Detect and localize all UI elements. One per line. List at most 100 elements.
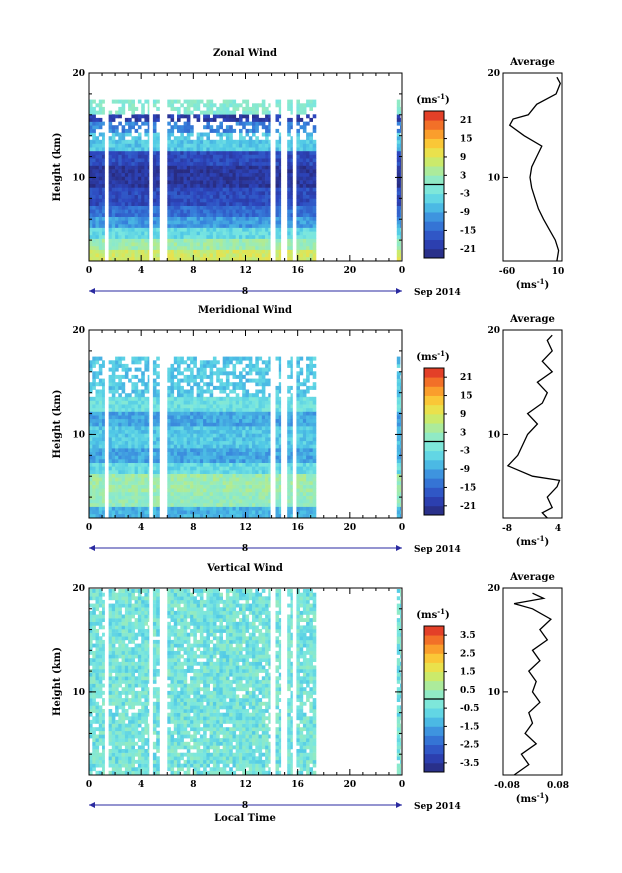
heatmap-cell xyxy=(112,165,116,169)
heatmap-cell xyxy=(187,507,191,511)
heatmap-cell xyxy=(242,151,246,155)
heatmap-cell xyxy=(259,488,263,492)
heatmap-cell xyxy=(279,213,281,217)
heatmap-cell xyxy=(229,253,233,257)
heatmap-cell xyxy=(233,397,237,401)
heatmap-cell xyxy=(125,217,129,221)
heatmap-cell xyxy=(223,107,227,111)
heatmap-cell xyxy=(242,459,246,463)
heatmap-cell xyxy=(252,191,256,195)
heatmap-cell xyxy=(210,426,214,430)
heatmap-cell xyxy=(246,481,250,485)
heatmap-cell xyxy=(92,360,96,364)
heatmap-cell xyxy=(249,202,253,206)
heatmap-cell xyxy=(200,136,204,140)
heatmap-cell xyxy=(236,253,240,257)
heatmap-cell xyxy=(242,250,246,254)
heatmap-cell xyxy=(184,474,188,478)
heatmap-cell xyxy=(229,459,233,463)
heatmap-cell xyxy=(118,441,122,445)
heatmap-cell xyxy=(109,481,113,485)
heatmap-cell xyxy=(122,390,126,394)
heatmap-cell xyxy=(99,184,103,188)
heatmap-cell xyxy=(259,452,263,456)
heatmap-cell xyxy=(306,144,310,148)
heatmap-cell xyxy=(276,169,280,173)
heatmap-cell xyxy=(249,158,253,162)
heatmap-cell xyxy=(99,217,103,221)
heatmap-cell xyxy=(153,147,157,151)
heatmap-cell xyxy=(262,390,266,394)
heatmap-cell xyxy=(99,125,103,129)
heatmap-cell xyxy=(213,147,217,151)
heatmap-cell xyxy=(226,187,230,191)
heatmap-cell xyxy=(216,503,220,507)
heatmap-cell xyxy=(268,169,270,173)
heatmap-cell xyxy=(200,404,204,408)
heatmap-cell xyxy=(131,151,135,155)
date-bar-arrow xyxy=(89,288,95,294)
heatmap-cell xyxy=(156,107,160,111)
heatmap-cell xyxy=(400,158,401,162)
heatmap-cell xyxy=(122,419,126,423)
heatmap-cell xyxy=(131,144,135,148)
heatmap-cell xyxy=(226,162,230,166)
heatmap-cell xyxy=(213,253,217,257)
heatmap-cell xyxy=(249,503,253,507)
heatmap-cell xyxy=(167,422,171,426)
heatmap-cell xyxy=(89,140,93,144)
heatmap-cell xyxy=(200,180,204,184)
heatmap-cell xyxy=(203,187,207,191)
heatmap-cell xyxy=(291,415,293,419)
heatmap-cell xyxy=(89,165,93,169)
heatmap-cell xyxy=(229,466,233,470)
heatmap-cell xyxy=(219,463,223,467)
heatmap-cell xyxy=(296,228,300,232)
heatmap-cell xyxy=(144,253,148,257)
heatmap-cell xyxy=(115,412,119,416)
heatmap-cell xyxy=(177,220,181,224)
heatmap-cell xyxy=(99,404,103,408)
heatmap-cell xyxy=(229,100,233,104)
heatmap-cell xyxy=(174,481,178,485)
heatmap-cell xyxy=(233,371,237,375)
heatmap-cell xyxy=(187,444,191,448)
heatmap-cell xyxy=(262,144,266,148)
heatmap-cell xyxy=(184,496,188,500)
heatmap-cell xyxy=(177,158,181,162)
heatmap-cell xyxy=(213,477,217,481)
heatmap-cell xyxy=(265,231,269,235)
heatmap-cell xyxy=(203,114,207,118)
heatmap-cell xyxy=(249,422,253,426)
heatmap-cell xyxy=(96,250,100,254)
heatmap-cell xyxy=(279,228,281,232)
heatmap-cell xyxy=(92,455,96,459)
heatmap-cell xyxy=(287,499,291,503)
heatmap-cell xyxy=(219,187,223,191)
heatmap-cell xyxy=(115,242,119,246)
heatmap-cell xyxy=(252,147,256,151)
heatmap-cell xyxy=(242,202,246,206)
heatmap-cell xyxy=(115,169,119,173)
heatmap-cell xyxy=(291,231,293,235)
heatmap-cell xyxy=(125,485,129,489)
heatmap-cell xyxy=(249,195,253,199)
heatmap-cell xyxy=(190,209,194,213)
heatmap-cell xyxy=(184,466,188,470)
heatmap-cell xyxy=(92,448,96,452)
heatmap-cell xyxy=(239,224,243,228)
heatmap-cell xyxy=(92,401,96,405)
heatmap-cell xyxy=(206,463,210,467)
heatmap-cell xyxy=(92,499,96,503)
heatmap-cell xyxy=(167,202,171,206)
heatmap-cell xyxy=(167,375,171,379)
heatmap-cell xyxy=(171,257,175,261)
heatmap-cell xyxy=(236,422,240,426)
heatmap-cell xyxy=(180,404,184,408)
heatmap-cell xyxy=(193,488,197,492)
heatmap-cell xyxy=(213,422,217,426)
heatmap-cell xyxy=(291,147,293,151)
heatmap-cell xyxy=(400,111,401,115)
heatmap-cell xyxy=(303,122,307,126)
heatmap-cell xyxy=(223,404,227,408)
